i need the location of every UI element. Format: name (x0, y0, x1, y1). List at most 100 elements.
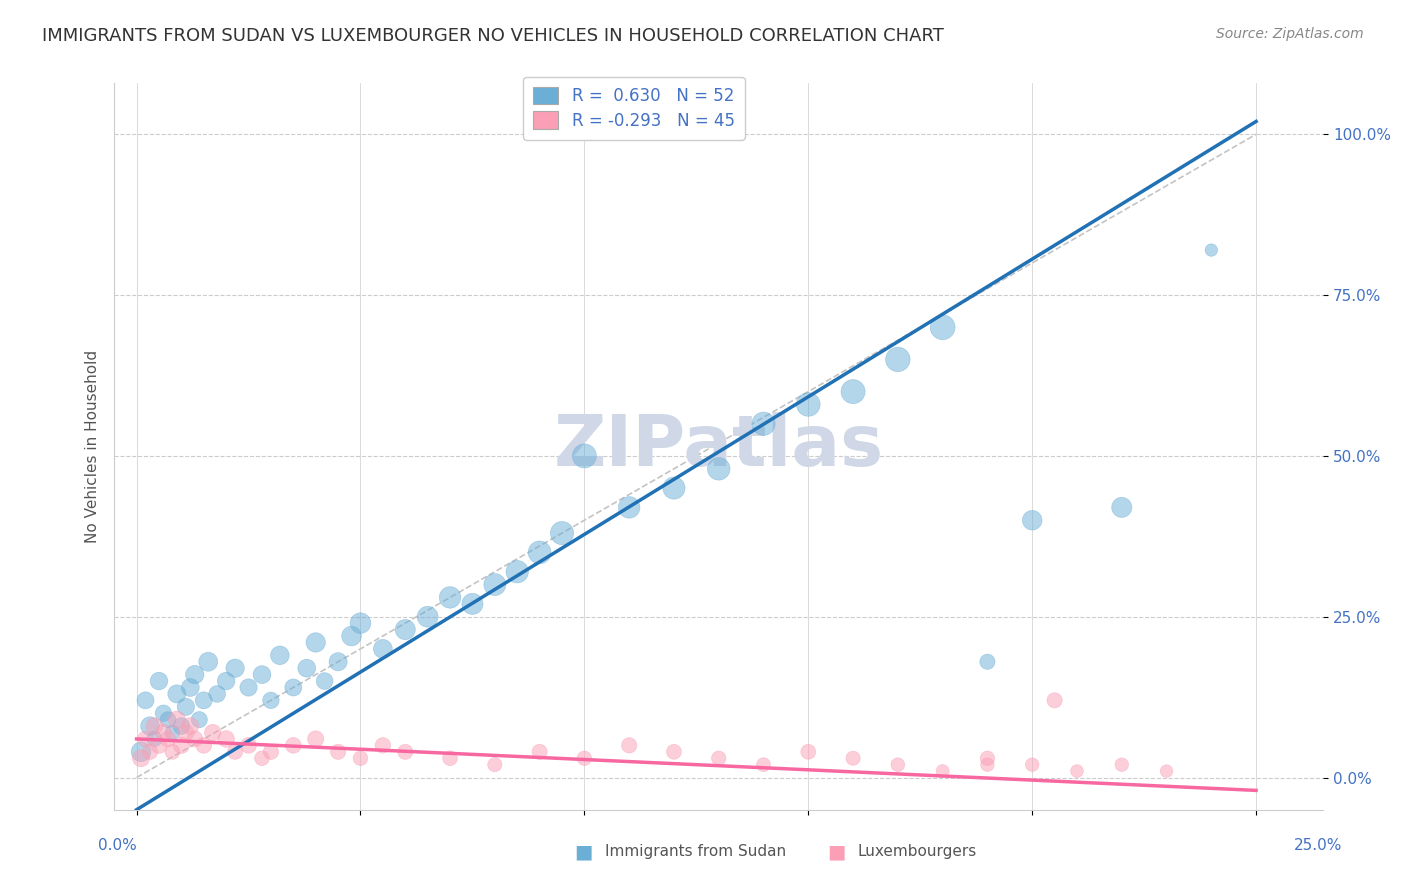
Text: ■: ■ (574, 842, 593, 862)
Point (1156, 764, 1178, 778)
Point (166, 713, 188, 727)
Point (250, 667, 273, 681)
Point (143, 731, 166, 746)
Point (305, 635, 328, 649)
Point (139, 719, 162, 733)
Point (148, 739, 170, 753)
Point (797, 397, 820, 411)
Point (250, 751, 273, 765)
Point (148, 674, 170, 689)
Point (529, 745, 551, 759)
Point (416, 609, 439, 624)
Point (574, 449, 596, 463)
Point (484, 577, 506, 591)
Point (439, 591, 461, 605)
Point (707, 462, 730, 476)
Text: IMMIGRANTS FROM SUDAN VS LUXEMBOURGER NO VEHICLES IN HOUSEHOLD CORRELATION CHART: IMMIGRANTS FROM SUDAN VS LUXEMBOURGER NO… (42, 27, 943, 45)
Point (215, 674, 238, 689)
Point (156, 713, 179, 727)
Point (1021, 513, 1043, 527)
Point (283, 681, 305, 695)
Point (283, 739, 305, 753)
Point (193, 693, 215, 707)
Point (238, 681, 260, 695)
Point (976, 757, 998, 772)
Point (260, 745, 283, 759)
Point (931, 320, 953, 334)
Point (551, 526, 574, 541)
Point (152, 706, 174, 721)
Point (269, 648, 291, 663)
Point (184, 667, 207, 681)
Point (201, 725, 224, 739)
Point (135, 693, 157, 707)
Point (394, 623, 416, 637)
Point (205, 687, 228, 701)
Point (295, 661, 318, 675)
Point (129, 745, 152, 759)
Point (326, 745, 349, 759)
Point (1201, 243, 1223, 257)
Point (461, 597, 484, 611)
Point (842, 384, 865, 399)
Point (170, 739, 193, 753)
Point (976, 751, 998, 765)
Point (326, 655, 349, 669)
Point (174, 699, 197, 714)
Point (1111, 757, 1133, 772)
Point (162, 745, 184, 759)
Text: Immigrants from Sudan: Immigrants from Sudan (605, 845, 786, 859)
Point (797, 745, 820, 759)
Text: 25.0%: 25.0% (1295, 838, 1343, 854)
Point (135, 731, 157, 746)
Point (617, 739, 640, 753)
Point (143, 719, 166, 733)
Text: Luxembourgers: Luxembourgers (858, 845, 977, 859)
Point (752, 417, 775, 431)
Text: ■: ■ (827, 842, 846, 862)
Point (931, 764, 953, 778)
Point (439, 751, 461, 765)
Point (1021, 757, 1043, 772)
Point (887, 352, 910, 367)
Point (260, 693, 283, 707)
Text: Source: ZipAtlas.com: Source: ZipAtlas.com (1216, 27, 1364, 41)
Point (224, 745, 246, 759)
Point (1066, 764, 1088, 778)
Point (662, 481, 685, 495)
Point (179, 681, 201, 695)
Point (394, 745, 416, 759)
Point (170, 719, 193, 733)
Point (139, 745, 162, 759)
Point (166, 687, 188, 701)
Text: 0.0%: 0.0% (98, 838, 138, 854)
Point (314, 674, 336, 689)
Point (976, 655, 998, 669)
Point (506, 565, 529, 579)
Legend: R =  0.630   N = 52, R = -0.293   N = 45: R = 0.630 N = 52, R = -0.293 N = 45 (523, 77, 745, 140)
Point (1111, 500, 1133, 515)
Y-axis label: No Vehicles in Household: No Vehicles in Household (86, 350, 100, 543)
Point (174, 725, 197, 739)
Point (349, 616, 371, 631)
Point (156, 731, 179, 746)
Point (238, 739, 260, 753)
Point (224, 661, 246, 675)
Point (752, 757, 775, 772)
Point (842, 751, 865, 765)
Point (574, 751, 596, 765)
Point (887, 757, 910, 772)
Point (188, 713, 211, 727)
Point (371, 739, 394, 753)
Point (162, 725, 184, 739)
Point (340, 629, 363, 643)
Point (707, 751, 730, 765)
Point (184, 731, 207, 746)
Point (371, 641, 394, 656)
Text: ZIPatlas: ZIPatlas (554, 412, 884, 481)
Point (617, 500, 640, 515)
Point (152, 725, 174, 739)
Point (179, 719, 201, 733)
Point (305, 731, 328, 746)
Point (662, 745, 685, 759)
